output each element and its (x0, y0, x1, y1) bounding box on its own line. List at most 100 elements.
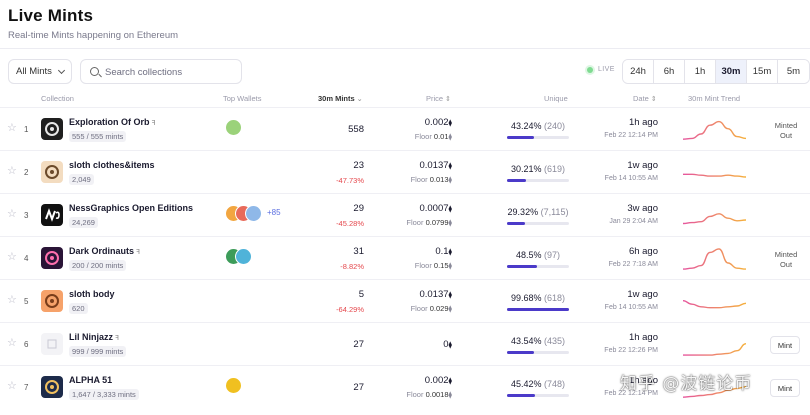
collection-name[interactable]: NessGraphics Open Editions (69, 203, 193, 213)
mint-price-value: 0.0137 (419, 160, 449, 171)
unique-progress-bar (507, 394, 569, 397)
wallet-avatar[interactable] (225, 119, 242, 136)
unique-stat: 45.42% (748) (507, 379, 569, 389)
mint-price: 0⧫ (443, 339, 452, 350)
unique-count: (619) (544, 164, 566, 174)
favorite-star-icon[interactable]: ☆ (7, 337, 17, 349)
floor-price: Floor 0.0799⧫ (406, 218, 452, 227)
tab-1h[interactable]: 1h (685, 60, 716, 83)
tab-6h[interactable]: 6h (654, 60, 685, 83)
mint-price: 0.0137⧫ (419, 160, 452, 171)
wallet-avatar[interactable] (245, 205, 262, 222)
collection-name[interactable]: Exploration Of Orb ꟻ (69, 117, 156, 127)
unique-count: (748) (544, 379, 566, 389)
column-header-price[interactable]: Price ⇕ (426, 94, 451, 103)
favorite-star-icon[interactable]: ☆ (7, 122, 17, 134)
floor-value: 0.0018 (425, 390, 449, 399)
collection-name[interactable]: sloth body (69, 289, 115, 299)
column-header-mints[interactable]: 30m Mints ⌄ (318, 94, 363, 103)
tab-30m[interactable]: 30m (716, 60, 747, 83)
time-range-tabs: 24h 6h 1h 30m 15m 5m (622, 59, 810, 84)
date-relative: 6h ago (628, 246, 658, 257)
supply-badge: 1,647 / 3,333 mints (69, 389, 139, 400)
mint-change: -64.29% (336, 305, 364, 314)
trend-line (682, 120, 747, 140)
mint-price-value: 0.002 (424, 117, 449, 128)
date-absolute: Feb 22 12:14 PM (604, 390, 658, 397)
collection-name[interactable]: ALPHA 51 (69, 375, 112, 385)
collection-name[interactable]: Dark Ordinauts ꟻ (69, 246, 140, 256)
live-label: LIVE (598, 66, 615, 73)
mint-button[interactable]: Mint (770, 336, 800, 354)
floor-price: Floor 0.0018⧫ (406, 390, 452, 399)
page-subtitle: Real-time Mints happening on Ethereum (8, 30, 179, 41)
column-header-date[interactable]: Date ⇕ (633, 94, 657, 103)
trend-line (682, 386, 747, 398)
eth-icon: ⧫ (448, 206, 452, 213)
floor-value: 0.01 (433, 132, 449, 141)
date-absolute: Feb 22 12:14 PM (604, 132, 658, 139)
unique-progress-bar (507, 179, 569, 182)
minted-out-label: Minted Out (774, 250, 798, 269)
mint-count: 27 (353, 339, 364, 350)
more-wallets-count[interactable]: +85 (267, 208, 281, 217)
collection-name[interactable]: Lil Ninjazz ꟻ (69, 332, 119, 342)
floor-label: Floor (410, 175, 428, 184)
favorite-star-icon[interactable]: ☆ (7, 380, 17, 392)
date-relative: 1h ago (628, 375, 658, 386)
floor-value: 0.15 (433, 261, 449, 270)
date-relative: 1w ago (627, 289, 658, 300)
unique-progress-fill (507, 222, 526, 225)
collection-name-text: NessGraphics Open Editions (69, 203, 194, 213)
mint-price-value: 0.1 (435, 246, 449, 257)
tab-5m[interactable]: 5m (778, 60, 809, 83)
sort-icon: ⇕ (445, 96, 451, 103)
tab-24h[interactable]: 24h (623, 60, 654, 83)
date-relative: 3w ago (627, 203, 658, 214)
collection-name[interactable]: sloth clothes&items (69, 160, 155, 170)
floor-label: Floor (410, 304, 428, 313)
favorite-star-icon[interactable]: ☆ (7, 294, 17, 306)
mint-price-value: 0 (443, 339, 449, 350)
wallet-avatar[interactable] (225, 377, 242, 394)
sort-icon: ⇕ (650, 96, 657, 103)
tab-15m[interactable]: 15m (747, 60, 778, 83)
mint-count: 29 (353, 203, 364, 214)
floor-value: 0.029 (429, 304, 449, 313)
date-absolute: Jan 29 2:04 AM (609, 218, 658, 225)
unique-progress-fill (507, 394, 536, 397)
eth-icon: ⧫ (448, 177, 452, 184)
mint-filter-dropdown[interactable]: All Mints (8, 59, 72, 84)
wand-icon: ꟻ (115, 335, 120, 342)
mint-change: -8.82% (340, 262, 364, 271)
column-header-top-wallets: Top Wallets (223, 94, 262, 103)
collection-name-text: Exploration Of Orb (69, 117, 150, 127)
unique-percent: 29.32% (507, 207, 539, 217)
mint-button[interactable]: Mint (770, 379, 800, 397)
unique-stat: 99.68% (618) (507, 293, 569, 303)
mint-change: -45.28% (336, 219, 364, 228)
favorite-star-icon[interactable]: ☆ (7, 251, 17, 263)
unique-count: (435) (544, 336, 566, 346)
favorite-star-icon[interactable]: ☆ (7, 208, 17, 220)
mint-filter-value: All Mints (16, 66, 52, 77)
search-box[interactable] (80, 59, 242, 84)
unique-percent: 30.21% (510, 164, 542, 174)
wallet-avatar[interactable] (235, 248, 252, 265)
mint-count: 31 (353, 246, 364, 257)
mint-trend-sparkline (683, 160, 747, 186)
mint-change: -47.73% (336, 176, 364, 185)
unique-percent: 99.68% (510, 293, 542, 303)
search-input[interactable] (105, 64, 235, 80)
table-row: ☆ 6 Lil Ninjazz ꟻ 999 / 999 mints 27 0⧫ 43.54% … (0, 322, 810, 365)
favorite-star-icon[interactable]: ☆ (7, 165, 17, 177)
minted-out-label: Minted Out (774, 121, 798, 140)
unique-percent: 45.42% (510, 379, 542, 389)
mint-price: 0.002⧫ (425, 117, 452, 128)
supply-badge: 620 (69, 303, 88, 314)
supply-badge: 999 / 999 mints (69, 346, 127, 357)
date-absolute: Feb 14 10:55 AM (604, 304, 658, 311)
unique-progress-fill (507, 308, 569, 311)
mint-trend-sparkline (682, 375, 747, 401)
